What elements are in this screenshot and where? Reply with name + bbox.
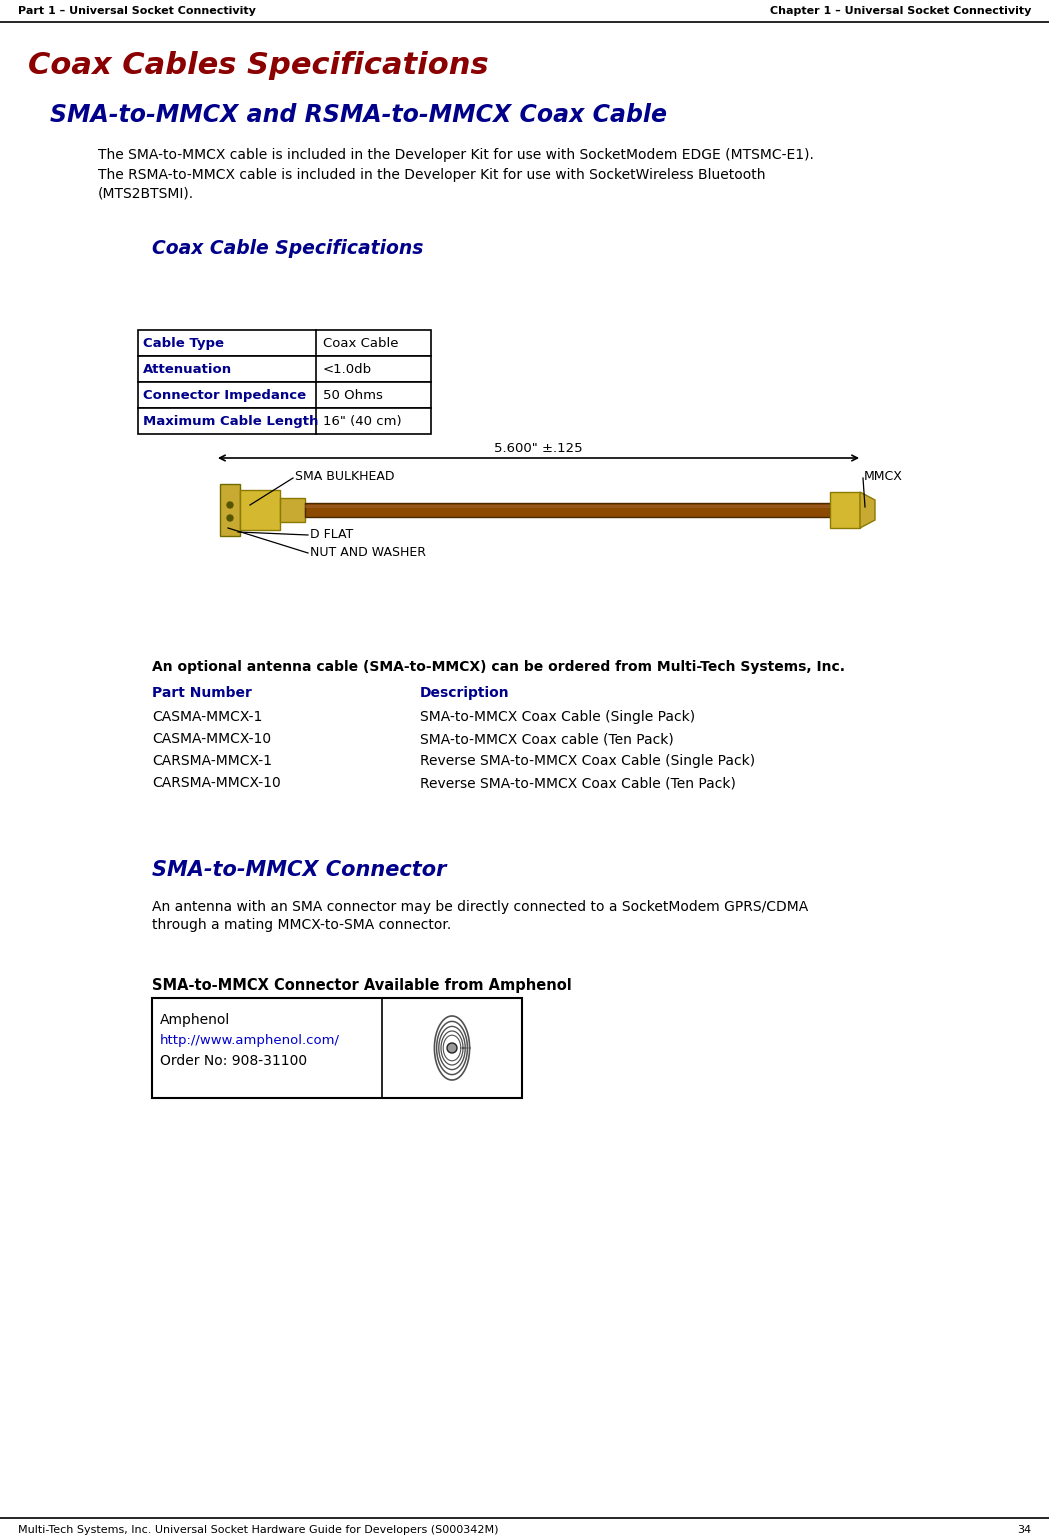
Text: 16" (40 cm): 16" (40 cm) — [323, 414, 402, 428]
Text: NUT AND WASHER: NUT AND WASHER — [311, 545, 426, 559]
Text: Part Number: Part Number — [152, 685, 252, 701]
Text: (MTS2BTSMI).: (MTS2BTSMI). — [98, 186, 194, 200]
Circle shape — [447, 1043, 457, 1053]
Text: Reverse SMA-to-MMCX Coax Cable (Ten Pack): Reverse SMA-to-MMCX Coax Cable (Ten Pack… — [420, 776, 736, 790]
Circle shape — [227, 514, 233, 521]
Text: Coax Cables Specifications: Coax Cables Specifications — [28, 51, 489, 80]
Bar — [152, 998, 522, 1098]
Text: 5.600" ±.125: 5.600" ±.125 — [494, 442, 583, 454]
Text: Cable Type: Cable Type — [143, 337, 224, 350]
Text: SMA-to-MMCX Coax cable (Ten Pack): SMA-to-MMCX Coax cable (Ten Pack) — [420, 732, 673, 745]
Text: Description: Description — [420, 685, 510, 701]
Text: 50 Ohms: 50 Ohms — [323, 388, 383, 402]
Text: An optional antenna cable (SMA-to-MMCX) can be ordered from Multi-Tech Systems, : An optional antenna cable (SMA-to-MMCX) … — [152, 661, 845, 675]
Text: Chapter 1 – Universal Socket Connectivity: Chapter 1 – Universal Socket Connectivit… — [770, 6, 1031, 15]
Text: Part 1 – Universal Socket Connectivity: Part 1 – Universal Socket Connectivity — [18, 6, 256, 15]
Text: 34: 34 — [1016, 1525, 1031, 1535]
Text: CASMA-MMCX-1: CASMA-MMCX-1 — [152, 710, 262, 724]
Text: CASMA-MMCX-10: CASMA-MMCX-10 — [152, 732, 271, 745]
Text: D FLAT: D FLAT — [311, 528, 354, 541]
Polygon shape — [860, 491, 875, 528]
Bar — [305, 504, 830, 517]
Text: through a mating MMCX-to-SMA connector.: through a mating MMCX-to-SMA connector. — [152, 918, 451, 932]
Text: Reverse SMA-to-MMCX Coax Cable (Single Pack): Reverse SMA-to-MMCX Coax Cable (Single P… — [420, 755, 755, 768]
Text: Amphenol: Amphenol — [160, 1013, 230, 1027]
Circle shape — [227, 502, 233, 508]
Text: SMA-to-MMCX Connector Available from Amphenol: SMA-to-MMCX Connector Available from Amp… — [152, 978, 572, 993]
Text: An antenna with an SMA connector may be directly connected to a SocketModem GPRS: An antenna with an SMA connector may be … — [152, 899, 808, 915]
Text: http://www.amphenol.com/: http://www.amphenol.com/ — [160, 1033, 340, 1047]
Text: Attenuation: Attenuation — [143, 362, 232, 376]
Text: Connector Impedance: Connector Impedance — [143, 388, 306, 402]
Text: SMA-to-MMCX Connector: SMA-to-MMCX Connector — [152, 859, 447, 879]
Text: Coax Cable: Coax Cable — [323, 337, 399, 350]
Bar — [305, 505, 830, 508]
Text: SMA-to-MMCX Coax Cable (Single Pack): SMA-to-MMCX Coax Cable (Single Pack) — [420, 710, 695, 724]
Bar — [830, 491, 860, 528]
Bar — [280, 497, 305, 522]
Text: Order No: 908-31100: Order No: 908-31100 — [160, 1053, 307, 1069]
Bar — [220, 484, 240, 536]
Bar — [138, 408, 431, 434]
Text: SMA BULKHEAD: SMA BULKHEAD — [295, 470, 394, 482]
Text: Coax Cable Specifications: Coax Cable Specifications — [152, 239, 424, 257]
Bar — [138, 382, 431, 408]
Text: The RSMA-to-MMCX cable is included in the Developer Kit for use with SocketWirel: The RSMA-to-MMCX cable is included in th… — [98, 168, 766, 182]
Text: <1.0db: <1.0db — [323, 362, 372, 376]
Text: MMCX: MMCX — [864, 470, 903, 482]
Text: Maximum Cable Length: Maximum Cable Length — [143, 414, 319, 428]
Bar — [138, 330, 431, 356]
Bar — [138, 356, 431, 382]
Text: SMA-to-MMCX and RSMA-to-MMCX Coax Cable: SMA-to-MMCX and RSMA-to-MMCX Coax Cable — [50, 103, 667, 126]
Bar — [240, 490, 280, 530]
Text: Multi-Tech Systems, Inc. Universal Socket Hardware Guide for Developers (S000342: Multi-Tech Systems, Inc. Universal Socke… — [18, 1525, 498, 1535]
Text: CARSMA-MMCX-1: CARSMA-MMCX-1 — [152, 755, 272, 768]
Text: The SMA-to-MMCX cable is included in the Developer Kit for use with SocketModem : The SMA-to-MMCX cable is included in the… — [98, 148, 814, 162]
Text: CARSMA-MMCX-10: CARSMA-MMCX-10 — [152, 776, 281, 790]
